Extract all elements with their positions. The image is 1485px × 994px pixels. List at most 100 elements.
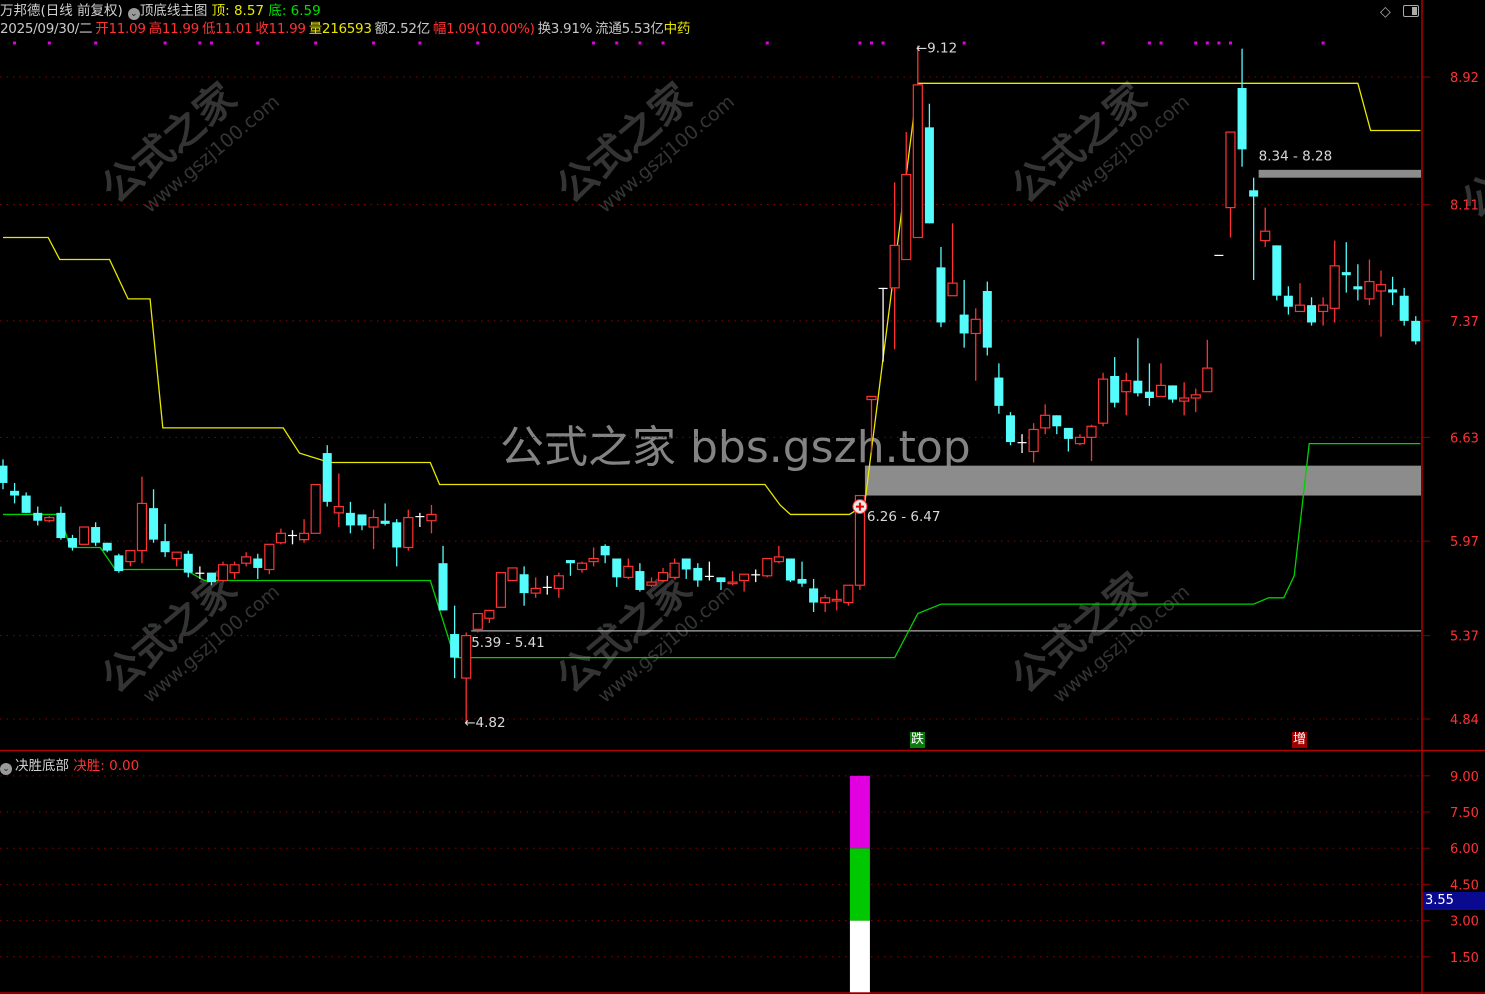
candle-38 — [438, 545, 448, 611]
buy-marker-cross-icon — [855, 502, 864, 511]
signal-dot-25 — [1217, 41, 1221, 45]
sector[interactable]: 中药 — [663, 21, 691, 37]
indicator-lines — [3, 82, 1421, 659]
candle-83 — [959, 279, 969, 348]
candle-96 — [1110, 357, 1120, 408]
candle-75 — [866, 395, 877, 454]
candle-body — [1168, 385, 1178, 400]
diamond-icon[interactable]: ◇ — [1380, 4, 1391, 20]
sub-indicator-chevron-icon[interactable]: ⌄ — [0, 763, 12, 775]
candle-body — [530, 587, 541, 594]
candle-106 — [1225, 131, 1236, 238]
candle-body — [217, 564, 229, 582]
candle-body — [982, 290, 992, 348]
signal-dots — [13, 41, 1325, 45]
candle-body — [78, 526, 90, 545]
candle-63 — [727, 571, 738, 586]
candle-104 — [1202, 339, 1213, 393]
extreme-label-0: ←9.12 — [916, 41, 957, 57]
signal-dot-19 — [962, 41, 966, 45]
sub-axis-label-3: 4.50 — [1450, 878, 1479, 893]
candle-112 — [1294, 283, 1306, 313]
sub-panel-chart — [0, 775, 1422, 993]
candle-body — [1237, 88, 1247, 150]
candle-body — [91, 527, 101, 543]
quote-date: 2025/09/30/二 — [0, 21, 93, 37]
signal-dot-21 — [1147, 41, 1151, 45]
signal-dot-18 — [881, 41, 885, 45]
candle-body — [1144, 391, 1154, 398]
candle-66 — [762, 557, 773, 578]
candle-57 — [657, 567, 669, 583]
candle-4 — [44, 516, 55, 523]
candle-115 — [1329, 240, 1340, 323]
quote-4: 量216593 — [308, 21, 372, 37]
candle-body — [253, 558, 263, 568]
candle-61 — [704, 561, 714, 581]
candle-body — [1133, 380, 1143, 394]
quote-3: 收11.99 — [255, 21, 306, 37]
candle-body — [345, 512, 355, 526]
candle-6 — [67, 534, 77, 551]
candle-body — [310, 483, 321, 534]
indicator-name[interactable]: 顶底线主图 — [139, 3, 208, 19]
candle-body — [507, 567, 518, 582]
price-zone-2 — [1258, 169, 1421, 178]
stock-name[interactable]: 万邦德(日线 前复权) — [0, 3, 123, 19]
candle-95 — [1097, 372, 1109, 427]
candle-body — [623, 565, 634, 578]
sub-indicator-name[interactable]: 决胜底部 — [15, 758, 69, 774]
signal-bar-segment-2 — [849, 775, 870, 849]
candle-105 — [1214, 254, 1224, 257]
signal-bar-segment-1 — [849, 848, 870, 921]
candle-82 — [947, 223, 958, 297]
signal-dot-5 — [209, 41, 213, 45]
candle-24 — [275, 528, 287, 545]
candle-body — [125, 550, 136, 563]
axis-label-1: 8.11 — [1450, 198, 1479, 213]
candle-29 — [333, 473, 344, 528]
candle-73 — [843, 584, 854, 606]
candle-52 — [600, 544, 610, 564]
candle-body — [114, 555, 124, 572]
indicator-menu-chevron-icon[interactable]: ⌄ — [127, 8, 140, 20]
candle-58 — [669, 558, 680, 579]
zone-label-0: 5.39 - 5.41 — [471, 635, 545, 651]
axis-label-0: 8.92 — [1450, 71, 1479, 86]
bottom-line — [3, 442, 1421, 659]
candle-11 — [125, 550, 136, 567]
candle-body — [889, 244, 900, 289]
candle-13 — [149, 489, 159, 543]
candle-33 — [380, 503, 390, 526]
candle-60 — [693, 563, 703, 587]
candle-body — [415, 516, 425, 518]
axis-label-6: 4.84 — [1450, 713, 1479, 728]
candle-body — [56, 512, 66, 539]
candle-body — [298, 532, 310, 541]
candle-body — [1307, 305, 1317, 323]
candle-19 — [217, 561, 229, 583]
candle-16 — [183, 550, 193, 578]
candle-71 — [820, 594, 831, 612]
candle-body — [1272, 245, 1282, 296]
quote-6: 幅1.09(10.00%) — [432, 21, 535, 37]
top-value: 顶: 8.57 — [211, 3, 265, 19]
candle-body — [368, 516, 379, 528]
window-toggle-icon[interactable] — [1403, 5, 1419, 17]
candle-body — [866, 395, 877, 401]
candle-102 — [1179, 382, 1190, 416]
candle-122 — [1411, 316, 1421, 345]
signal-dot-16 — [858, 41, 862, 45]
signal-dot-23 — [1194, 41, 1198, 45]
candle-body — [33, 512, 43, 521]
candle-46 — [530, 577, 541, 598]
candle-body — [693, 567, 703, 581]
candle-body — [704, 575, 714, 577]
candle-body — [1283, 295, 1293, 307]
candle-111 — [1283, 286, 1293, 315]
sub-axis-label-2: 6.00 — [1450, 842, 1479, 857]
candle-body — [542, 586, 552, 589]
